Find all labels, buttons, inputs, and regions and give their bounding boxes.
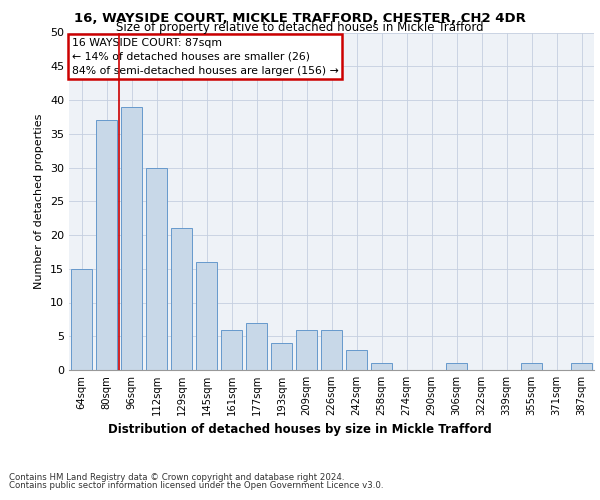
Bar bbox=[446, 363, 467, 370]
Bar bbox=[346, 350, 367, 370]
Bar bbox=[146, 168, 167, 370]
Bar bbox=[221, 330, 242, 370]
Bar bbox=[171, 228, 192, 370]
Bar bbox=[196, 262, 217, 370]
Bar bbox=[71, 269, 92, 370]
Y-axis label: Number of detached properties: Number of detached properties bbox=[34, 114, 44, 289]
Bar bbox=[371, 363, 392, 370]
Bar bbox=[246, 323, 267, 370]
Text: Size of property relative to detached houses in Mickle Trafford: Size of property relative to detached ho… bbox=[116, 22, 484, 35]
Text: Distribution of detached houses by size in Mickle Trafford: Distribution of detached houses by size … bbox=[108, 422, 492, 436]
Bar bbox=[571, 363, 592, 370]
Text: 16, WAYSIDE COURT, MICKLE TRAFFORD, CHESTER, CH2 4DR: 16, WAYSIDE COURT, MICKLE TRAFFORD, CHES… bbox=[74, 12, 526, 24]
Bar bbox=[321, 330, 342, 370]
Text: Contains HM Land Registry data © Crown copyright and database right 2024.: Contains HM Land Registry data © Crown c… bbox=[9, 472, 344, 482]
Bar bbox=[521, 363, 542, 370]
Bar bbox=[121, 107, 142, 370]
Bar bbox=[296, 330, 317, 370]
Bar bbox=[271, 343, 292, 370]
Text: 16 WAYSIDE COURT: 87sqm
← 14% of detached houses are smaller (26)
84% of semi-de: 16 WAYSIDE COURT: 87sqm ← 14% of detache… bbox=[71, 38, 338, 76]
Bar bbox=[96, 120, 117, 370]
Text: Contains public sector information licensed under the Open Government Licence v3: Contains public sector information licen… bbox=[9, 482, 383, 490]
